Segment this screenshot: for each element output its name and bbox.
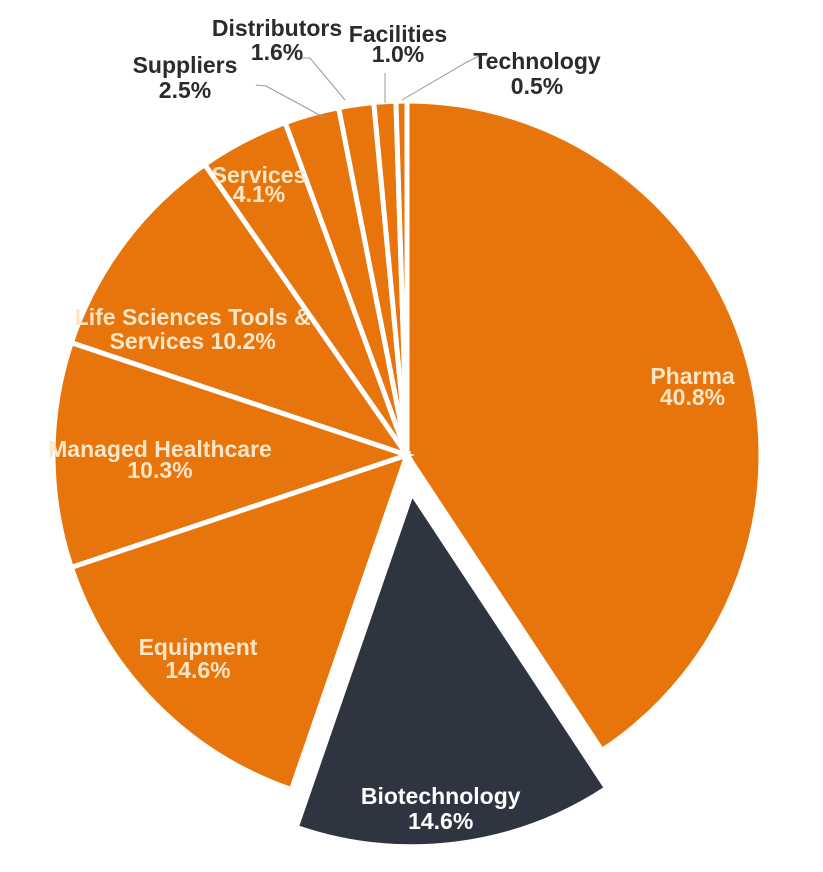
svg-text:Life Sciences Tools &Services: Life Sciences Tools & Services 10.2% bbox=[75, 304, 311, 354]
